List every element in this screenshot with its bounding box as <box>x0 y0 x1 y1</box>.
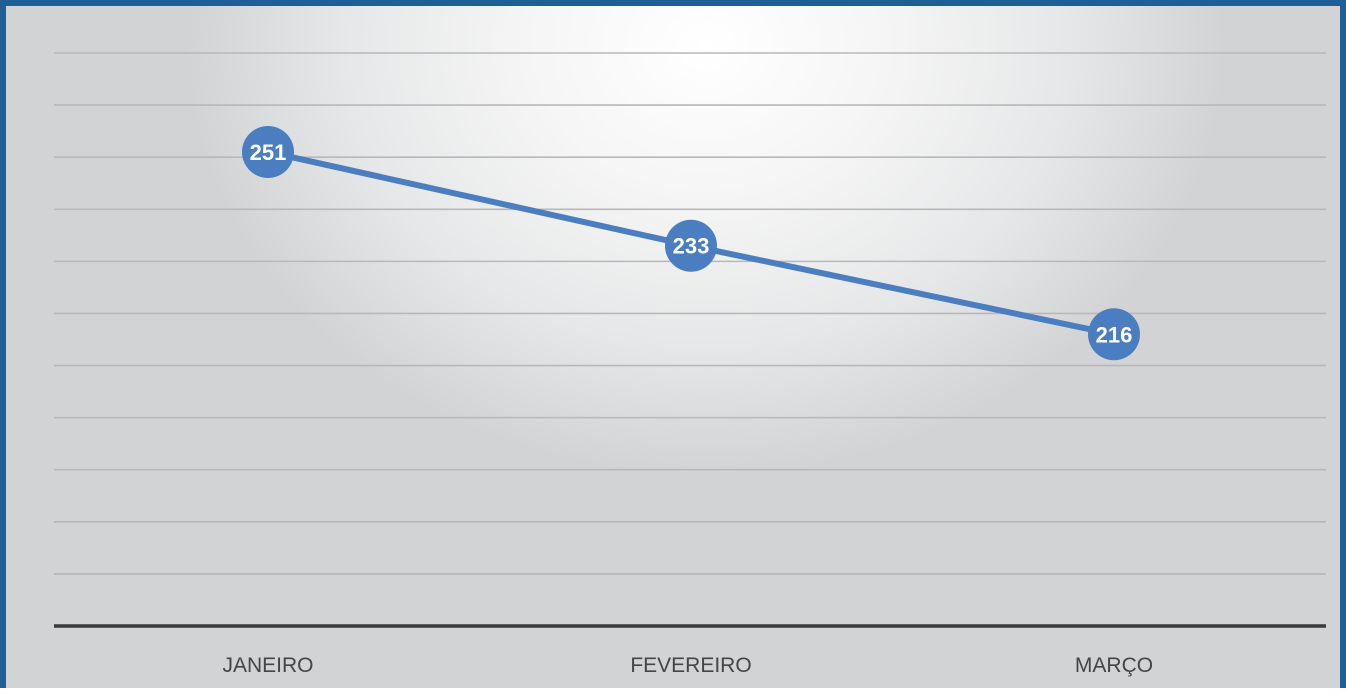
data-label: 216 <box>1096 322 1133 347</box>
gridlines <box>54 52 1326 575</box>
x-tick-label: FEVEREIRO <box>630 654 751 677</box>
data-label: 251 <box>250 140 287 165</box>
x-tick-label: JANEIRO <box>222 654 313 677</box>
x-tick-label: MARÇO <box>1075 654 1153 677</box>
data-point-marker <box>1088 308 1140 361</box>
data-point-marker <box>665 219 717 272</box>
data-label: 233 <box>673 234 710 259</box>
x-tick-labels: JANEIRO FEVEREIRO MARÇO <box>222 654 1153 677</box>
series-group: 251 233 216 <box>242 125 1140 361</box>
line-chart: 251 233 216 JANEIRO FEVEREIRO MARÇO <box>54 52 1326 677</box>
data-point-marker <box>242 125 294 178</box>
